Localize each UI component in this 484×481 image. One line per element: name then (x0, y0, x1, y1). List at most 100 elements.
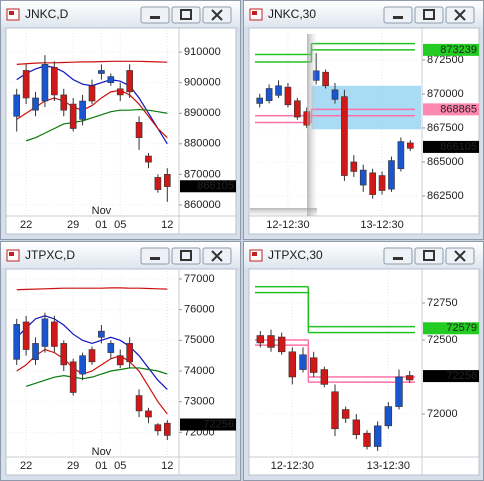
x-tick-label: 12-12:30 (271, 460, 314, 472)
close-glyph (454, 250, 466, 262)
x-tick-label: 29 (67, 219, 79, 231)
candle-body (341, 96, 348, 176)
y-tick-label: 890000 (184, 107, 221, 119)
candle-body (13, 324, 21, 360)
month-label: Nov (92, 446, 112, 458)
candle-body (107, 76, 115, 83)
candle-body (341, 409, 350, 419)
candle-body (267, 335, 275, 348)
chart-window: JTPXC,30 72000 72500 72750 12-12:30 13-12:30 7… (243, 241, 484, 481)
candle-body (163, 174, 171, 187)
maximize-button[interactable] (414, 6, 444, 24)
minimize-glyph (150, 257, 160, 260)
y-tick-label: 860000 (184, 199, 221, 211)
minimize-button[interactable] (383, 6, 413, 24)
close-glyph (454, 9, 466, 21)
candle-body (388, 160, 395, 190)
close-button[interactable] (445, 247, 475, 265)
close-button[interactable] (202, 247, 232, 265)
candle-body (60, 94, 68, 111)
candle-body (79, 100, 86, 120)
month-label: Nov (92, 205, 112, 217)
candle-body (256, 335, 265, 344)
indicator-line (25, 367, 168, 387)
candle-body (51, 321, 58, 347)
candle-body (22, 70, 30, 99)
candle-body (395, 376, 403, 407)
price-label: 866105 (440, 141, 477, 153)
candle-body (69, 103, 77, 129)
minimize-button[interactable] (140, 6, 170, 24)
indicator-line (16, 89, 168, 139)
x-tick-label: 01 (95, 460, 107, 472)
maximize-button[interactable] (171, 6, 201, 24)
window-title: JNKC,30 (268, 7, 316, 21)
maximize-glyph (180, 250, 192, 261)
price-label: 72579 (446, 322, 477, 334)
price-zone (311, 85, 421, 130)
candle-body (88, 349, 96, 363)
price-label-box (180, 180, 236, 193)
candle-body (350, 161, 358, 172)
candle-body (277, 336, 286, 353)
chart-window: JNKC,D 860000 870000 880000 890000 900000 9100… (0, 0, 241, 240)
candle-body (363, 432, 371, 447)
y-tick-label: 76000 (184, 304, 215, 316)
indicator-line (16, 287, 168, 291)
candle-body (69, 361, 77, 393)
candle-body (22, 321, 30, 350)
y-tick-label: 73000 (184, 396, 215, 408)
y-tick-label: 77000 (184, 273, 215, 285)
close-button[interactable] (202, 6, 232, 24)
candle-body (256, 97, 264, 104)
candle-body (79, 355, 86, 375)
y-tick-label: 74000 (184, 365, 215, 377)
candle-body (145, 410, 152, 418)
chart-area (5, 27, 237, 235)
candle-body (309, 357, 318, 373)
candle-body (88, 85, 96, 102)
x-tick-label: 22 (20, 219, 32, 231)
y-tick-label: 72750 (427, 297, 458, 309)
price-label: 72256 (446, 370, 477, 382)
maximize-glyph (180, 9, 192, 20)
y-tick-label: 72500 (427, 334, 458, 346)
indicator-line (16, 315, 168, 390)
candle-body (13, 94, 21, 117)
candle-body (397, 141, 405, 170)
y-tick-label: 910000 (184, 46, 221, 58)
candle-body (126, 70, 133, 93)
x-tick-label: 01 (95, 219, 107, 231)
candle-body (32, 97, 39, 111)
minimize-button[interactable] (383, 247, 413, 265)
candle-body (275, 85, 282, 96)
maximize-button[interactable] (414, 247, 444, 265)
candle-body (331, 89, 339, 100)
chart-area (5, 268, 237, 476)
candle-body (98, 330, 105, 338)
candle-body (378, 175, 386, 191)
close-glyph (211, 9, 223, 21)
y-tick-label: 872500 (427, 54, 464, 66)
price-label-box (423, 370, 479, 383)
maximize-button[interactable] (171, 247, 201, 265)
candle-body (406, 142, 414, 149)
price-label-box (423, 43, 479, 56)
candle-body (116, 355, 124, 366)
maximize-button-face (414, 6, 444, 24)
candle-body (154, 424, 162, 432)
candle-body (359, 169, 367, 186)
y-tick-label: 867500 (427, 122, 464, 134)
minimize-button[interactable] (140, 247, 170, 265)
candle-body (369, 172, 376, 195)
price-label-box (180, 418, 236, 431)
x-tick-label: 13-12:30 (367, 460, 410, 472)
candle-body (405, 375, 414, 381)
maximize-button-face (414, 247, 444, 265)
close-button[interactable] (445, 6, 475, 24)
maximize-glyph (423, 250, 435, 261)
y-tick-label: 865000 (427, 156, 464, 168)
window-title: JTPXC,D (25, 248, 75, 262)
candle-body (284, 86, 292, 106)
maximize-button-face (171, 6, 201, 24)
